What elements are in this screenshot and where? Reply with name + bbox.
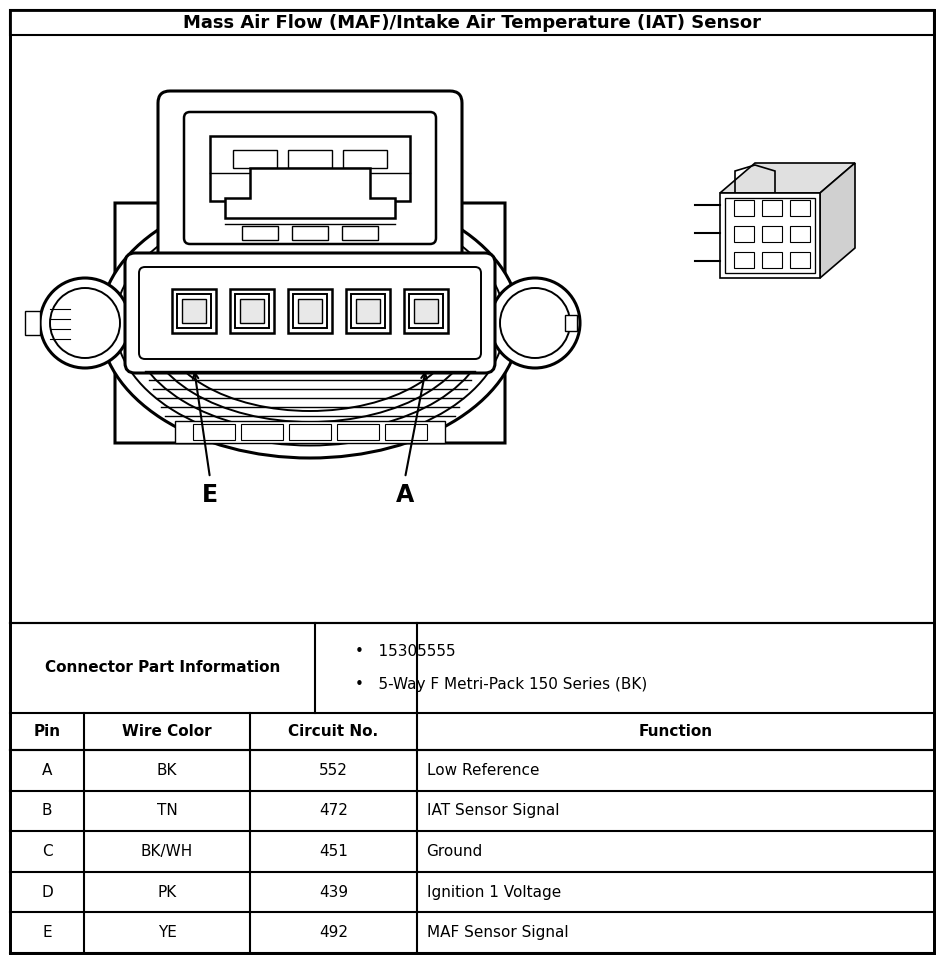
Bar	[292, 226, 328, 240]
Bar	[414, 299, 438, 323]
Bar	[385, 424, 427, 440]
Bar	[356, 299, 380, 323]
Text: C: C	[42, 844, 52, 859]
Text: PK: PK	[158, 885, 177, 899]
Ellipse shape	[50, 288, 120, 358]
Text: BK: BK	[157, 763, 177, 778]
Polygon shape	[720, 163, 855, 193]
Bar	[182, 299, 206, 323]
Text: 492: 492	[319, 925, 348, 940]
Bar	[720, 193, 820, 278]
Bar	[790, 200, 810, 216]
Bar	[288, 150, 332, 168]
Bar	[351, 294, 385, 328]
Bar	[240, 299, 264, 323]
Text: E: E	[42, 925, 52, 940]
Bar	[241, 424, 283, 440]
Text: B: B	[42, 803, 52, 819]
Bar	[346, 289, 390, 333]
Ellipse shape	[490, 278, 580, 368]
Text: YE: YE	[158, 925, 177, 940]
Text: Wire Color: Wire Color	[123, 724, 211, 739]
Bar	[233, 150, 277, 168]
Bar	[337, 424, 379, 440]
Text: Mass Air Flow (MAF)/Intake Air Temperature (IAT) Sensor: Mass Air Flow (MAF)/Intake Air Temperatu…	[183, 14, 761, 32]
Bar	[734, 226, 754, 242]
Polygon shape	[225, 168, 395, 218]
Bar	[342, 226, 378, 240]
Text: Low Reference: Low Reference	[427, 763, 539, 778]
Bar	[762, 226, 782, 242]
Bar	[242, 226, 278, 240]
Text: 552: 552	[319, 763, 347, 778]
Bar	[404, 289, 448, 333]
Text: MAF Sensor Signal: MAF Sensor Signal	[427, 925, 568, 940]
Text: 472: 472	[319, 803, 347, 819]
FancyBboxPatch shape	[184, 112, 436, 244]
Bar	[235, 294, 269, 328]
Bar	[409, 294, 443, 328]
FancyBboxPatch shape	[158, 91, 462, 275]
Ellipse shape	[500, 288, 570, 358]
Bar	[700, 138, 875, 298]
Bar	[734, 200, 754, 216]
Bar	[210, 136, 410, 200]
Bar	[25, 311, 40, 335]
FancyBboxPatch shape	[115, 203, 505, 443]
Bar	[565, 315, 577, 331]
Text: Pin: Pin	[33, 724, 60, 739]
Text: 439: 439	[319, 885, 348, 899]
Text: •   5-Way F Metri-Pack 150 Series (BK): • 5-Way F Metri-Pack 150 Series (BK)	[355, 676, 648, 691]
Text: TN: TN	[157, 803, 177, 819]
Text: Circuit No.: Circuit No.	[288, 724, 379, 739]
FancyBboxPatch shape	[125, 253, 495, 373]
Bar	[734, 252, 754, 268]
Text: •   15305555: • 15305555	[355, 644, 456, 660]
Bar	[790, 252, 810, 268]
Text: 451: 451	[319, 844, 347, 859]
Ellipse shape	[40, 278, 130, 368]
Bar	[289, 424, 331, 440]
Text: Ground: Ground	[427, 844, 482, 859]
Bar	[172, 289, 216, 333]
FancyBboxPatch shape	[139, 267, 481, 359]
Bar	[762, 200, 782, 216]
Bar	[288, 289, 332, 333]
Bar	[298, 299, 322, 323]
Text: Function: Function	[638, 724, 713, 739]
Polygon shape	[820, 163, 855, 278]
Bar	[177, 294, 211, 328]
Text: A: A	[42, 763, 52, 778]
Bar	[762, 252, 782, 268]
Bar	[230, 289, 274, 333]
Text: D: D	[42, 885, 53, 899]
Bar	[175, 421, 445, 443]
Bar	[790, 226, 810, 242]
Bar	[193, 424, 235, 440]
Text: A: A	[396, 483, 414, 507]
Text: IAT Sensor Signal: IAT Sensor Signal	[427, 803, 559, 819]
Bar	[10, 10, 934, 35]
Bar	[343, 150, 387, 168]
Text: Ignition 1 Voltage: Ignition 1 Voltage	[427, 885, 561, 899]
Text: Connector Part Information: Connector Part Information	[44, 661, 280, 675]
Ellipse shape	[100, 188, 520, 458]
Bar	[725, 198, 815, 273]
Bar	[293, 294, 327, 328]
Text: BK/WH: BK/WH	[141, 844, 194, 859]
Text: E: E	[202, 483, 218, 507]
